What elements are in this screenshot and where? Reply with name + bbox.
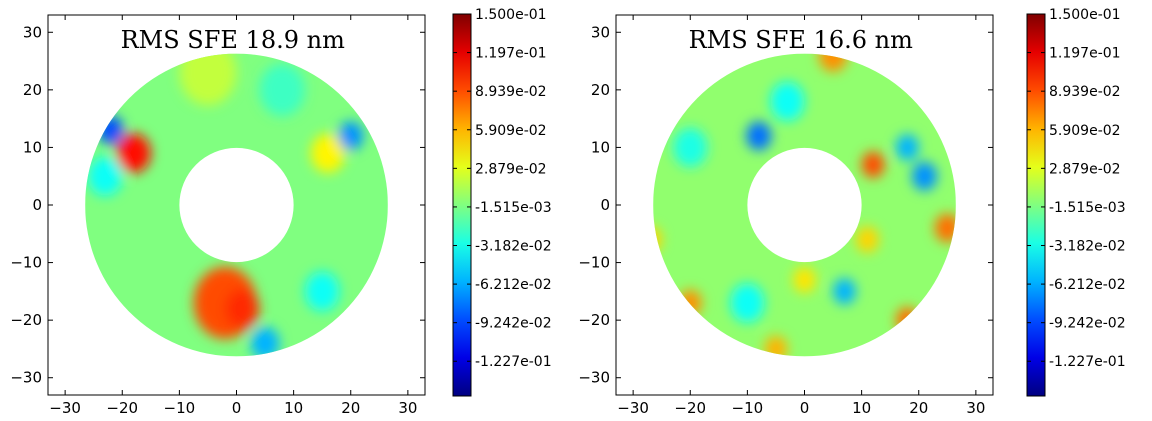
colorbar-tick-label: 1.500e-01 — [475, 7, 547, 23]
colorbar-gradient — [452, 13, 472, 397]
colorbar-tick-label: 2.879e-02 — [475, 161, 547, 177]
plot-2: −30 −20 −10 0 10 20 30 −30 −20 −10 0 10 20 30 RMS SFE … — [578, 7, 1125, 417]
map-feature — [911, 161, 938, 191]
x-tick-label: 30 — [966, 399, 985, 417]
colorbar-tick-label: -9.242e-02 — [475, 316, 552, 332]
colorbar-tick-label: -6.212e-02 — [1049, 277, 1126, 293]
map-feature — [338, 121, 364, 151]
colorbar-tick-label: -9.242e-02 — [1049, 316, 1126, 332]
map-feature — [259, 63, 306, 117]
colorbar-tick-label: 8.939e-02 — [475, 84, 547, 100]
y-tick-label: −30 — [10, 369, 42, 387]
colorbar-tick-label: -1.227e-01 — [1049, 354, 1126, 370]
map-feature — [746, 121, 772, 151]
map-feature — [310, 133, 346, 173]
y-tick-label: 20 — [23, 81, 42, 99]
y-tick-label: −10 — [10, 254, 42, 272]
map-feature — [770, 81, 805, 122]
colorbar-tick-label: 5.909e-02 — [1049, 123, 1121, 139]
colorbar-tick-label: 5.909e-02 — [475, 123, 547, 139]
map-feature — [673, 127, 708, 168]
x-tick-label: −30 — [49, 399, 81, 417]
x-tick-label: 10 — [284, 399, 303, 417]
colorbar-tick-label: -1.515e-03 — [1049, 200, 1126, 216]
y-tick-label: −30 — [578, 369, 610, 387]
x-tick-label: −30 — [617, 399, 649, 417]
x-tick-label: 20 — [341, 399, 360, 417]
y-tick-label: 0 — [32, 196, 42, 214]
x-tick-label: 30 — [398, 399, 417, 417]
plot-title: RMS SFE 16.6 nm — [689, 26, 913, 54]
map-feature — [730, 283, 765, 323]
colorbar-tick-label: 1.197e-01 — [1049, 46, 1121, 62]
map-feature — [855, 226, 879, 253]
map-features — [87, 53, 364, 357]
map-feature — [225, 288, 260, 329]
x-tick-label: 0 — [232, 399, 242, 417]
map-feature — [793, 266, 816, 293]
x-tick-label: 0 — [800, 399, 810, 417]
plot-1: −30 −20 −10 0 10 20 30 −30 −20 −10 0 10 20 30 RMS SFE … — [10, 7, 551, 417]
y-tick-label: 30 — [591, 23, 610, 41]
colorbar-tick-label: -1.515e-03 — [475, 200, 552, 216]
y-tick-label: 10 — [23, 138, 42, 156]
y-tick-label: 10 — [591, 138, 610, 156]
x-tick-label: 20 — [909, 399, 928, 417]
colorbar-tick-label: 2.879e-02 — [1049, 161, 1121, 177]
colorbar-tick-label: -3.182e-02 — [1049, 239, 1126, 255]
y-tick-label: 0 — [600, 196, 610, 214]
colorbar-gradient — [1026, 13, 1046, 397]
colorbar-tick-label: -3.182e-02 — [475, 239, 552, 255]
y-tick-label: 30 — [23, 23, 42, 41]
map-feature — [305, 271, 340, 312]
map-feature — [116, 133, 151, 173]
colorbar: 1.500e-01 1.197e-01 8.939e-02 5.909e-02 2.87… — [1026, 7, 1126, 397]
plot-title: RMS SFE 18.9 nm — [121, 26, 345, 54]
y-tick-label: 20 — [591, 81, 610, 99]
y-tick-label: −20 — [578, 311, 610, 329]
map-feature — [250, 326, 280, 357]
map-feature — [895, 134, 919, 161]
colorbar: 1.500e-01 1.197e-01 8.939e-02 5.909e-02 2.87… — [452, 7, 552, 397]
x-tick-label: −20 — [674, 399, 706, 417]
x-tick-label: −10 — [164, 399, 196, 417]
map-feature — [833, 278, 856, 305]
x-tick-label: −20 — [106, 399, 138, 417]
y-tick-label: −10 — [578, 254, 610, 272]
colorbar-tick-label: 8.939e-02 — [1049, 84, 1121, 100]
map-feature — [87, 156, 123, 196]
y-tick-label: −20 — [10, 311, 42, 329]
colorbar-tick-label: -6.212e-02 — [475, 277, 552, 293]
colorbar-tick-label: 1.500e-01 — [1049, 7, 1121, 23]
map-feature — [861, 151, 885, 178]
x-tick-label: 10 — [852, 399, 871, 417]
map-features — [653, 53, 956, 357]
colorbar-tick-label: -1.227e-01 — [475, 354, 552, 370]
x-tick-label: −10 — [732, 399, 764, 417]
colorbar-tick-label: 1.197e-01 — [475, 46, 547, 62]
